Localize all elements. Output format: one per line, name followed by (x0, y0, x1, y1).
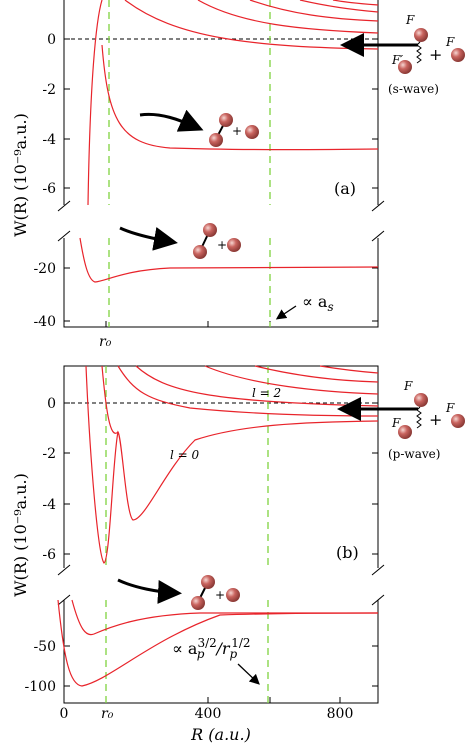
panel-a-potential-curves (79, 0, 379, 283)
svg-text:F′: F′ (391, 53, 403, 67)
svg-text:+: + (232, 124, 242, 138)
panel-a-ytick-m20: -20 (33, 261, 56, 277)
panel-b-xlabel: R (a.u.) (190, 725, 251, 744)
panel-b-ytick-m2: -2 (42, 446, 56, 462)
panel-a-ytick-m4: -4 (42, 132, 56, 148)
panel-a-lower-frame (63, 238, 379, 328)
svg-text:F: F (445, 401, 455, 415)
panel-a-dimer-upper: + (139, 109, 259, 147)
svg-text:∝ a3/2p/rp1/2: ∝ a3/2 p/rp1/2 (172, 636, 251, 661)
panel-a-ytick-m2: -2 (42, 82, 56, 98)
panel-b-ytick-m100: -100 (25, 679, 56, 695)
panel-b-dimer-lower: + (117, 575, 240, 610)
svg-text:+: + (215, 588, 225, 602)
panel-a-ytick-0: 0 (47, 32, 56, 48)
svg-text:+: + (429, 45, 442, 64)
panel-a-incoming-atoms: F F F′ + (s-wave) (388, 13, 465, 96)
svg-text:(p-wave): (p-wave) (388, 447, 440, 461)
panel-a-ytick-m6: -6 (42, 181, 56, 197)
panel-b-upper-frame (63, 365, 379, 568)
svg-text:F: F (445, 35, 455, 49)
panel-a-ylabel: W(R) (10⁻⁹a.u.) (11, 113, 30, 237)
panel-b-ytick-m4: -4 (42, 497, 56, 513)
svg-text:(s-wave): (s-wave) (388, 82, 439, 96)
panel-b-xtick-800: 800 (327, 706, 354, 722)
panel-a-yticks (64, 38, 378, 327)
panel-b-ticks (63, 402, 378, 703)
panel-b-ytick-0: 0 (47, 396, 56, 412)
panel-b-tag: (b) (336, 543, 359, 562)
panel-b-axis-break-marks (57, 564, 385, 606)
panel-a: 0 -2 -4 -6 -20 -40 r₀ W(R) (10⁻⁹a.u.) (a… (11, 0, 465, 350)
panel-a-dimer-lower: + (119, 223, 241, 259)
panel-b-ytick-m50: -50 (33, 639, 56, 655)
panel-b-l0-label: l = 0 (170, 448, 200, 462)
panel-a-ytick-m40: -40 (33, 314, 56, 330)
panel-b-lower-frame (63, 600, 379, 704)
panel-b-incoming-atoms: F F F + (p-wave) (388, 379, 465, 461)
panel-b-xtick-400: 400 (195, 706, 222, 722)
panel-a-tag: (a) (334, 179, 356, 198)
panel-b-scaling-annotation: ∝ a3/2 p/rp1/2 (172, 636, 260, 685)
svg-text:F: F (403, 379, 413, 393)
svg-text:+: + (217, 238, 227, 252)
svg-text:∝ as: ∝ as (302, 292, 334, 314)
panel-a-upper-frame (63, 0, 379, 205)
panel-b-xtick-0: 0 (60, 706, 69, 722)
svg-text:F: F (405, 13, 415, 27)
panel-b-xtick-r0: r₀ (101, 706, 114, 722)
panel-b-potential-curves (57, 365, 379, 687)
svg-text:+: + (429, 410, 442, 429)
panel-a-scaling-annotation: ∝ as (275, 292, 334, 320)
panel-b-ytick-m6: -6 (42, 547, 56, 563)
panel-a-axis-break-marks (57, 200, 385, 242)
panel-b-ylabel: W(R) (10⁻⁹a.u.) (11, 473, 30, 597)
panel-a-xtick-r0: r₀ (99, 334, 112, 350)
svg-text:F: F (391, 416, 401, 430)
panel-b: 0 -2 -4 -6 -50 -100 0 r₀ 400 800 R (a.u.… (11, 365, 465, 744)
panel-b-l2-label: l = 2 (252, 386, 281, 400)
